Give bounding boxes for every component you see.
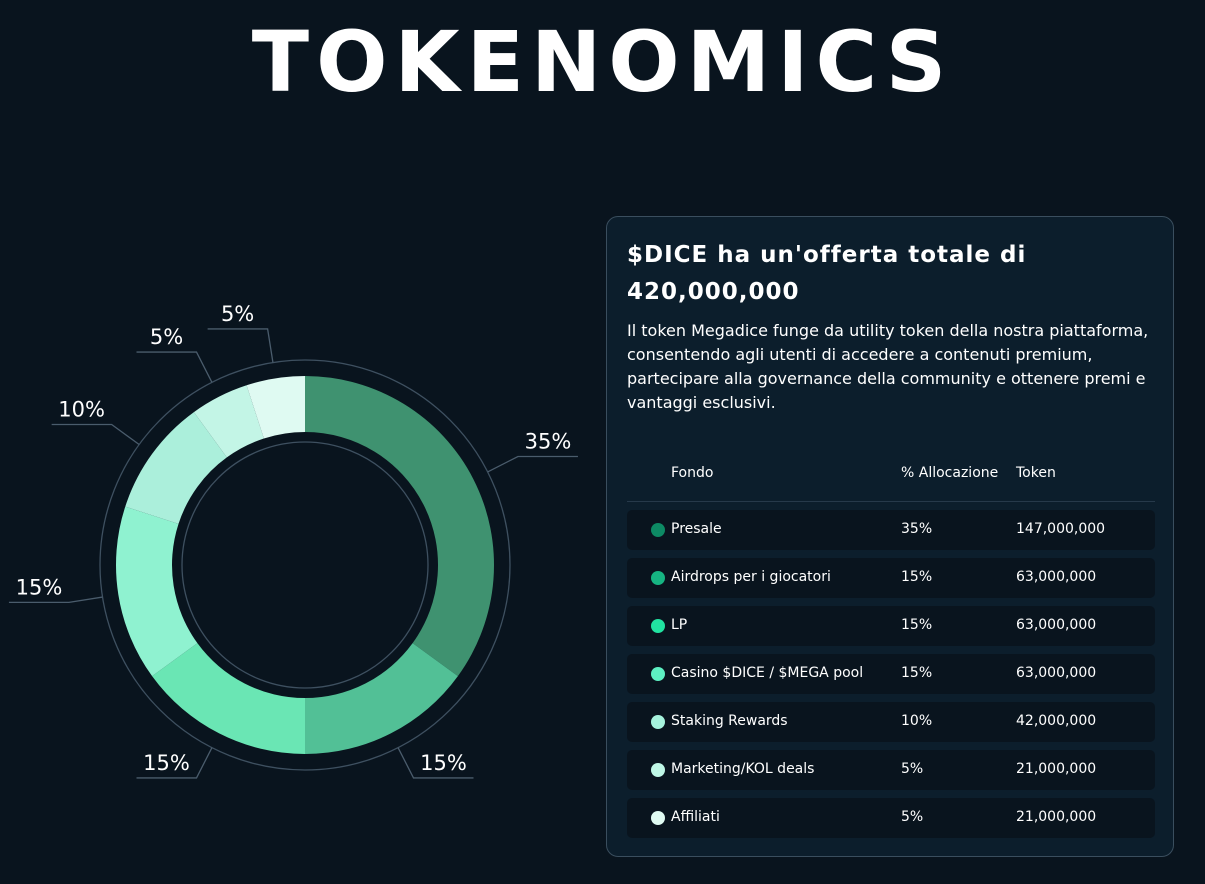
fund-name: Casino $DICE / $MEGA pool: [671, 665, 864, 681]
page-title: TOKENOMICS: [251, 13, 954, 111]
slice-percent-label: 10%: [58, 398, 105, 422]
table-row: Marketing/KOL deals 5% 21,000,000: [627, 750, 1155, 790]
leader-line: [8, 596, 103, 604]
donut-slice: [305, 376, 494, 677]
fund-name: Staking Rewards: [671, 713, 788, 729]
fund-tokens: 147,000,000: [1016, 521, 1106, 537]
donut-labels: 35% 15% 15% 15% 10% 5% 5%: [16, 302, 572, 775]
fund-allocation: 5%: [901, 809, 924, 825]
supply-description: Il token Megadice funge da utility token…: [627, 321, 1149, 412]
donut-slices: [116, 376, 494, 754]
legend-dot: [651, 715, 665, 729]
supply-heading: $DICE ha un'offerta totale di 420,000,00…: [627, 242, 1027, 305]
header-token: Token: [1016, 465, 1056, 481]
donut-rings: [99, 359, 511, 771]
slice-percent-label: 5%: [221, 302, 254, 326]
fund-allocation: 15%: [901, 569, 933, 585]
legend-dot: [651, 667, 665, 681]
fund-tokens: 21,000,000: [1016, 761, 1097, 777]
legend-dot: [651, 523, 665, 537]
legend-dot: [651, 811, 665, 825]
donut-slice: [246, 376, 305, 439]
fund-name: Marketing/KOL deals: [671, 761, 815, 777]
fund-tokens: 21,000,000: [1016, 809, 1097, 825]
donut-slice: [116, 506, 198, 677]
leader-line: [136, 747, 213, 779]
fund-allocation: 15%: [901, 617, 933, 633]
table-row: Staking Rewards 10% 42,000,000: [627, 702, 1155, 742]
fund-name: Presale: [671, 521, 722, 537]
donut-slice: [152, 643, 305, 754]
fund-name: Airdrops per i giocatori: [671, 569, 831, 585]
donut-slice: [125, 412, 227, 524]
inner-guide-ring: [181, 441, 429, 689]
legend-dot: [651, 619, 665, 633]
fund-allocation: 15%: [901, 665, 933, 681]
leader-line: [207, 328, 274, 363]
fund-allocation: 10%: [901, 713, 933, 729]
fund-tokens: 63,000,000: [1016, 665, 1097, 681]
slice-percent-label: 15%: [420, 751, 467, 775]
table-row: Affiliati 5% 21,000,000: [627, 798, 1155, 838]
outer-guide-ring: [99, 359, 511, 771]
slice-percent-label: 15%: [16, 575, 63, 599]
table-row: Casino $DICE / $MEGA pool 15% 63,000,000: [627, 654, 1155, 694]
fund-allocation: 5%: [901, 761, 924, 777]
header-fondo: Fondo: [671, 465, 714, 481]
leader-line: [136, 351, 213, 383]
donut-leader-lines: [8, 328, 578, 779]
fund-name: Affiliati: [671, 809, 720, 825]
supply-info-panel: $DICE ha un'offerta totale di 420,000,00…: [606, 216, 1174, 857]
fund-tokens: 63,000,000: [1016, 617, 1097, 633]
allocation-table-header: Fondo % Allocazione Token: [627, 463, 1155, 502]
legend-dot: [651, 763, 665, 777]
leader-line: [51, 423, 140, 446]
donut-slice: [305, 643, 458, 754]
fund-tokens: 42,000,000: [1016, 713, 1097, 729]
table-row: Airdrops per i giocatori 15% 63,000,000: [627, 558, 1155, 598]
leader-line: [397, 747, 474, 779]
table-row: LP 15% 63,000,000: [627, 606, 1155, 646]
fund-name: LP: [671, 617, 688, 633]
slice-percent-label: 35%: [525, 429, 572, 453]
slice-percent-label: 5%: [150, 325, 183, 349]
legend-dot: [651, 571, 665, 585]
slice-percent-label: 15%: [143, 751, 190, 775]
donut-slice: [193, 385, 264, 458]
fund-allocation: 35%: [901, 521, 933, 537]
allocation-donut-chart: 35% 15% 15% 15% 10% 5% 5%: [8, 302, 578, 779]
table-row: Presale 35% 147,000,000: [627, 510, 1155, 550]
leader-line: [487, 455, 578, 473]
fund-tokens: 63,000,000: [1016, 569, 1097, 585]
allocation-table-body: Presale 35% 147,000,000 Airdrops per i g…: [627, 510, 1155, 846]
header-allocazione: % Allocazione: [901, 465, 999, 481]
